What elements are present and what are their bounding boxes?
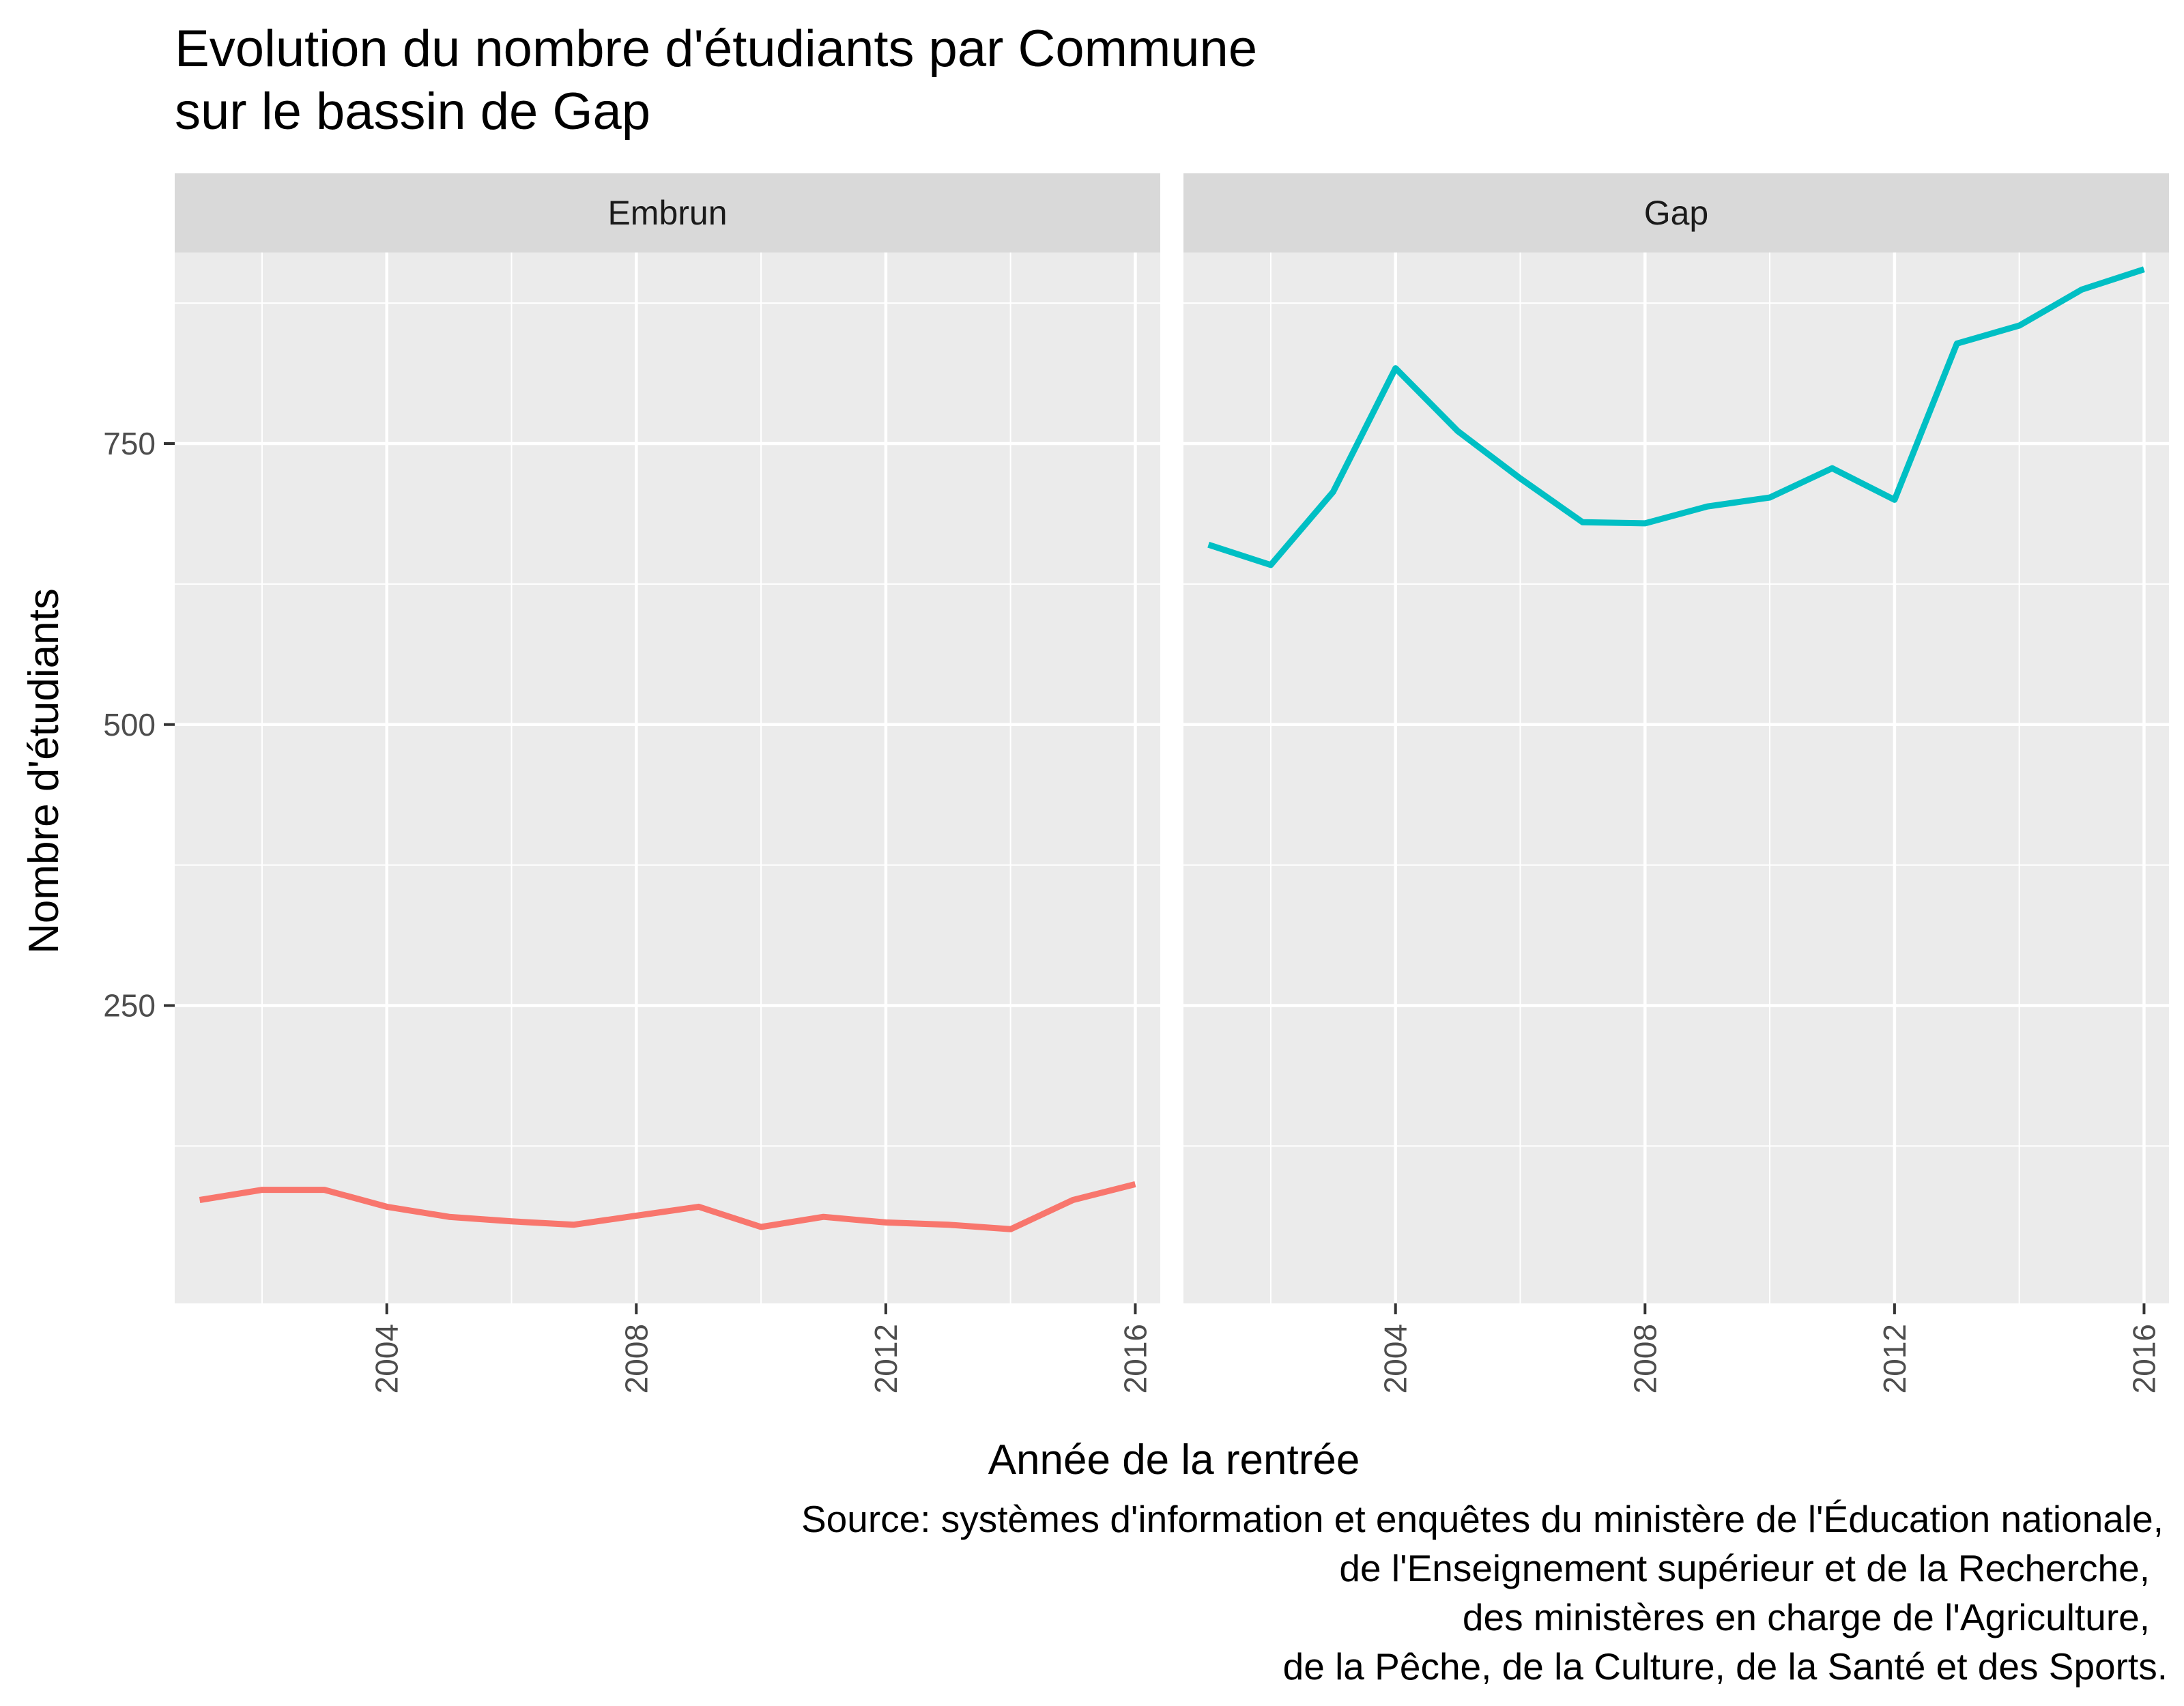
facet-strip — [1183, 173, 2169, 252]
facet-panels: Embrun 2004 2008 2012 2016 250 500 750 Gap 2004 20… — [103, 173, 2169, 1393]
x-tick-label: 2016 — [1117, 1324, 1153, 1393]
y-axis-title: Nombre d'étudiants — [20, 588, 68, 954]
facet-panel-gap: Gap 2004 2008 2012 2016 — [1183, 173, 2169, 1393]
x-tick-label: 2004 — [1378, 1324, 1413, 1393]
chart-title-line-2: sur le bassin de Gap — [175, 83, 650, 141]
facet-panel-embrun: Embrun 2004 2008 2012 2016 250 500 750 — [103, 173, 1160, 1393]
series-line-gap — [1207, 266, 2145, 568]
facet-strip-label: Embrun — [607, 194, 727, 232]
source-caption: Source: systèmes d'information et enquêt… — [801, 1498, 2168, 1688]
x-tick-label: 2008 — [1627, 1324, 1663, 1393]
x-tick-label: 2004 — [369, 1324, 405, 1393]
x-tick-label: 2008 — [618, 1324, 654, 1393]
y-tick-label: 750 — [103, 426, 156, 461]
caption-line-2: de l'Enseignement supérieur et de la Rec… — [1339, 1547, 2150, 1589]
caption-line-4: de la Pêche, de la Culture, de la Santé … — [1283, 1645, 2168, 1688]
caption-line-3: des ministères en charge de l'Agricultur… — [1463, 1596, 2150, 1638]
facet-strip-label: Gap — [1644, 194, 1709, 232]
chart-title-line-1: Evolution du nombre d'étudiants par Comm… — [175, 20, 1257, 78]
x-tick-label: 2012 — [868, 1324, 904, 1393]
plot-panel-background — [175, 252, 1160, 1303]
plot-panel-background — [1183, 252, 2169, 1303]
facet-strip — [175, 173, 1160, 252]
x-tick-label: 2016 — [2126, 1324, 2161, 1393]
x-axis-title: Année de la rentrée — [988, 1436, 1360, 1484]
caption-line-1: Source: systèmes d'information et enquêt… — [801, 1498, 2164, 1540]
series-line-embrun — [199, 1181, 1136, 1232]
y-tick-label: 500 — [103, 707, 156, 742]
x-tick-label: 2012 — [1877, 1324, 1912, 1393]
y-tick-label: 250 — [103, 988, 156, 1024]
